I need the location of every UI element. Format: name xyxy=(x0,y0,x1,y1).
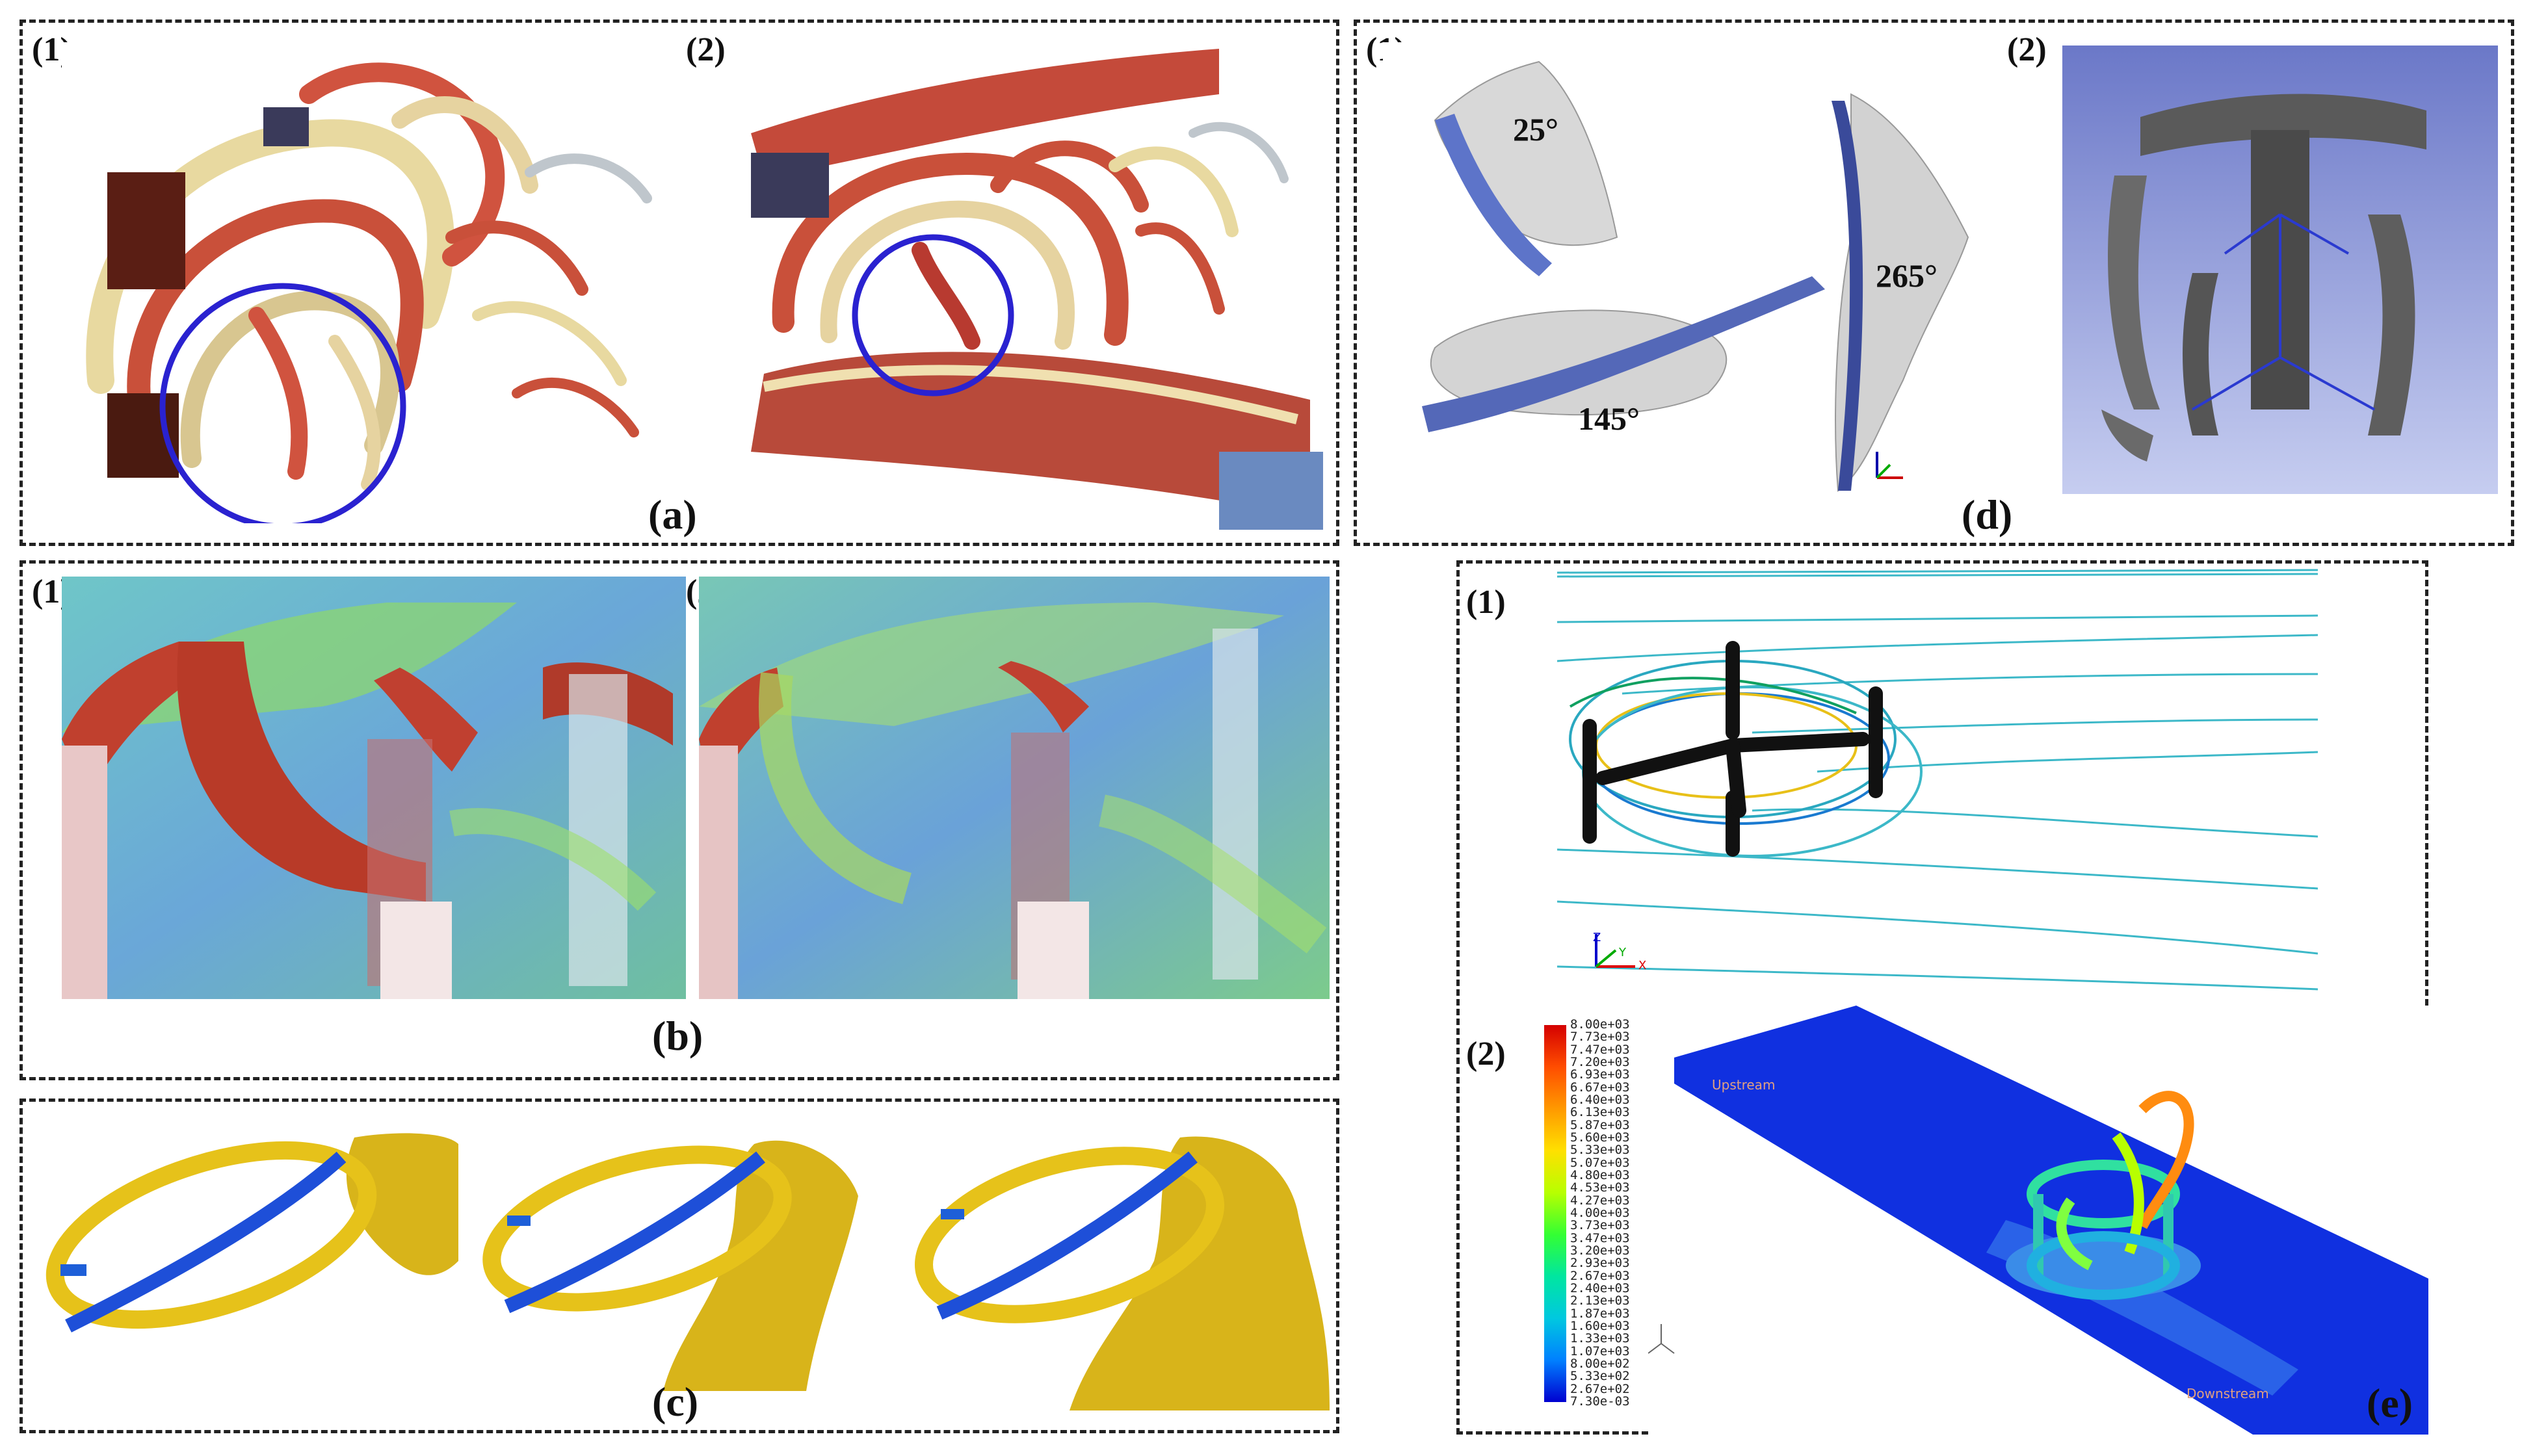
angle-label-265: 265° xyxy=(1876,257,1937,294)
colorbar-tick-label: 7.30e-03 xyxy=(1570,1394,1630,1409)
colorbar-tick-label: 2.67e+03 xyxy=(1570,1268,1630,1283)
panel-a1-vortex-image xyxy=(62,42,686,523)
colorbar-tick-label: 5.07e+03 xyxy=(1570,1155,1630,1170)
panel-e-sub1-label: (1) xyxy=(1466,584,1506,621)
colorbar-tick-label: 4.00e+03 xyxy=(1570,1206,1630,1220)
panel-b2-vorticity-volume-image xyxy=(699,577,1330,999)
panel-b1-vorticity-volume-image xyxy=(62,577,686,999)
panel-a: (1) (2) xyxy=(20,20,1339,546)
angle-label-145: 145° xyxy=(1578,400,1640,437)
colorbar-tick-label: 6.93e+03 xyxy=(1570,1067,1630,1082)
colorbar-tick-label: 6.40e+03 xyxy=(1570,1093,1630,1107)
panel-d-label: (d) xyxy=(1962,491,2013,538)
colorbar-tick-label: 1.33e+03 xyxy=(1570,1331,1630,1346)
colorbar-tick-label: 2.13e+03 xyxy=(1570,1294,1630,1308)
colorbar-tick-label: 7.20e+03 xyxy=(1570,1055,1630,1069)
panel-c-label: (c) xyxy=(652,1379,699,1425)
upstream-label: Upstream xyxy=(1712,1077,1776,1093)
colorbar-tick-label: 5.33e+02 xyxy=(1570,1369,1630,1384)
colorbar-tick-label: 6.67e+03 xyxy=(1570,1080,1630,1095)
panel-e: (1) xyxy=(1456,560,2428,1435)
axis-label-y: Y xyxy=(1619,946,1626,959)
colorbar-tick-label: 6.13e+03 xyxy=(1570,1105,1630,1120)
colorbar-tick-label: 5.60e+03 xyxy=(1570,1130,1630,1145)
panel-e-sub2-label: (2) xyxy=(1466,1035,1506,1072)
colorbar-tick-label: 1.87e+03 xyxy=(1570,1306,1630,1321)
colorbar-tick-label: 7.73e+03 xyxy=(1570,1030,1630,1045)
panel-c1-airfoil-vortex-image xyxy=(42,1118,458,1378)
colorbar-tick-label: 4.53e+03 xyxy=(1570,1180,1630,1195)
panel-a-sub2-label: (2) xyxy=(686,31,726,68)
angle-label-25: 25° xyxy=(1513,111,1558,148)
panel-e2-pressure-contour-image xyxy=(1648,1006,2428,1435)
panel-d: (1) (2) 25° 145° 265° xyxy=(1354,20,2514,546)
panel-d-sub2-label: (2) xyxy=(2007,31,2047,68)
axis-label-z: Z xyxy=(1593,931,1601,944)
colorbar-tick-label: 2.40e+03 xyxy=(1570,1281,1630,1295)
colorbar-tick-label: 4.27e+03 xyxy=(1570,1193,1630,1208)
downstream-label: Downstream xyxy=(2187,1386,2269,1401)
colorbar-tick-label: 4.80e+03 xyxy=(1570,1168,1630,1182)
colorbar-tick-label: 1.60e+03 xyxy=(1570,1319,1630,1333)
panel-a2-vortex-image xyxy=(725,36,1336,536)
colorbar-tick-label: 3.73e+03 xyxy=(1570,1218,1630,1233)
panel-c2-airfoil-vortex-image xyxy=(481,1118,891,1391)
colorbar-tick-label: 5.33e+03 xyxy=(1570,1143,1630,1158)
colorbar-tick-label: 2.67e+02 xyxy=(1570,1381,1630,1396)
panel-e1-streamline-image xyxy=(1557,564,2318,999)
colorbar-tick-label: 5.87e+03 xyxy=(1570,1117,1630,1132)
colorbar xyxy=(1544,1025,1566,1402)
panel-d1-blade-wake-image xyxy=(1383,42,2001,510)
colorbar-ticks: 8.00e+03 7.73e+03 7.47e+03 7.20e+03 6.93e+03… xyxy=(1570,1019,1648,1409)
axis-label-x: X xyxy=(1638,959,1647,972)
panel-b-label: (b) xyxy=(652,1013,703,1059)
colorbar-tick-label: 8.00e+02 xyxy=(1570,1357,1630,1371)
colorbar-tick-label: 7.47e+03 xyxy=(1570,1042,1630,1057)
panel-e-label: (e) xyxy=(2367,1380,2413,1426)
panel-c: (c) xyxy=(20,1098,1339,1433)
panel-b: (1) (2) xyxy=(20,560,1339,1080)
panel-a-label: (a) xyxy=(648,491,697,538)
colorbar-tick-label: 1.07e+03 xyxy=(1570,1344,1630,1358)
panel-d2-rotor-wake-image xyxy=(2062,46,2498,494)
colorbar-tick-label: 3.47e+03 xyxy=(1570,1230,1630,1245)
colorbar-tick-label: 8.00e+03 xyxy=(1570,1017,1630,1032)
colorbar-tick-label: 2.93e+03 xyxy=(1570,1256,1630,1271)
panel-c3-airfoil-vortex-image xyxy=(907,1118,1330,1410)
colorbar-tick-label: 3.20e+03 xyxy=(1570,1243,1630,1258)
